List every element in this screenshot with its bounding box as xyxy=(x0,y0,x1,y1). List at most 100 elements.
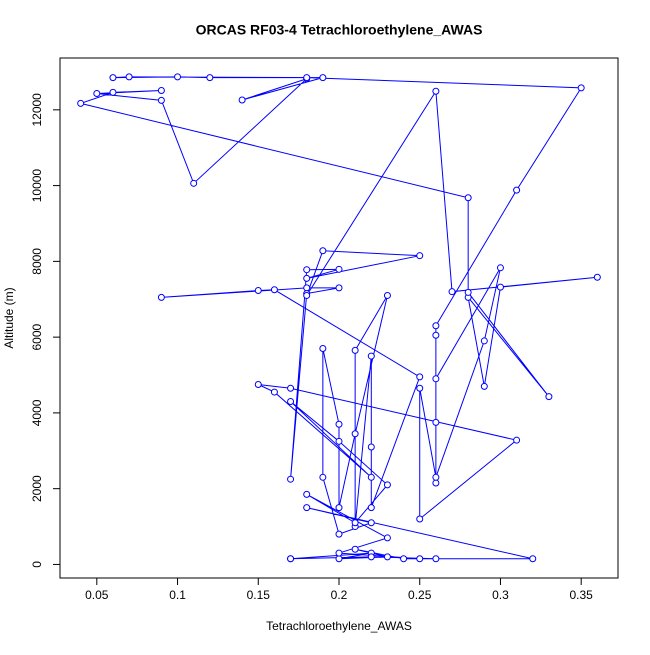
data-point xyxy=(125,73,133,81)
data-point xyxy=(416,373,424,381)
data-point xyxy=(383,534,391,542)
data-point xyxy=(416,515,424,523)
data-point xyxy=(335,530,343,538)
data-point xyxy=(319,74,327,82)
x-tick-label: 0.1 xyxy=(169,588,186,602)
data-point xyxy=(351,346,359,354)
x-tick-label: 0.05 xyxy=(85,588,109,602)
data-point xyxy=(303,284,311,292)
data-point xyxy=(303,490,311,498)
data-point xyxy=(270,388,278,396)
x-tick-label: 0.2 xyxy=(331,588,348,602)
data-point xyxy=(432,555,440,563)
data-point xyxy=(238,96,246,104)
data-point xyxy=(400,555,408,563)
data-point xyxy=(529,555,537,563)
data-point xyxy=(319,247,327,255)
data-point xyxy=(593,273,601,281)
data-point xyxy=(416,252,424,260)
x-tick-label: 0.25 xyxy=(408,588,432,602)
data-point xyxy=(432,322,440,330)
data-point xyxy=(319,473,327,481)
data-point xyxy=(157,87,165,95)
data-point xyxy=(367,443,375,451)
data-point xyxy=(254,287,262,295)
data-point xyxy=(432,479,440,487)
y-tick-label: 8000 xyxy=(30,248,44,275)
data-point xyxy=(464,288,472,296)
x-tick-label: 0.15 xyxy=(247,588,271,602)
data-point xyxy=(448,288,456,296)
data-point xyxy=(513,186,521,194)
y-tick-label: 4000 xyxy=(30,399,44,426)
data-point xyxy=(335,437,343,445)
data-point xyxy=(367,519,375,527)
data-point xyxy=(93,90,101,98)
data-point xyxy=(335,265,343,273)
data-point xyxy=(432,473,440,481)
data-point xyxy=(335,549,343,557)
data-point xyxy=(513,436,521,444)
data-point xyxy=(287,398,295,406)
y-tick-label: 12000 xyxy=(30,93,44,127)
y-tick-label: 0 xyxy=(30,561,44,568)
data-point xyxy=(335,504,343,512)
data-point xyxy=(157,96,165,104)
data-point xyxy=(367,553,375,561)
data-point xyxy=(416,555,424,563)
data-point xyxy=(432,418,440,426)
data-point xyxy=(287,555,295,563)
data-point xyxy=(432,87,440,95)
data-point xyxy=(303,504,311,512)
data-point xyxy=(109,88,117,96)
data-point xyxy=(351,519,359,527)
data-point xyxy=(577,84,585,92)
data-point xyxy=(367,504,375,512)
data-point xyxy=(303,266,311,274)
data-point xyxy=(464,194,472,202)
data-point xyxy=(270,286,278,294)
chart-title: ORCAS RF03-4 Tetrachloroethylene_AWAS xyxy=(196,22,483,38)
data-point xyxy=(351,430,359,438)
y-tick-label: 10000 xyxy=(30,169,44,203)
data-point xyxy=(77,99,85,107)
data-point xyxy=(351,545,359,553)
data-point xyxy=(287,475,295,483)
data-point xyxy=(303,291,311,299)
data-point xyxy=(383,481,391,489)
data-point xyxy=(109,74,117,82)
data-point xyxy=(383,553,391,561)
data-point xyxy=(335,555,343,563)
data-point xyxy=(287,384,295,392)
data-point xyxy=(496,283,504,291)
data-point xyxy=(303,74,311,82)
data-point xyxy=(335,420,343,428)
data-point xyxy=(335,284,343,292)
x-tick-label: 0.35 xyxy=(570,588,594,602)
data-point xyxy=(254,380,262,388)
data-point xyxy=(545,393,553,401)
data-point xyxy=(432,331,440,339)
data-point xyxy=(174,73,182,81)
data-point xyxy=(480,382,488,390)
data-point xyxy=(303,274,311,282)
data-point xyxy=(383,291,391,299)
data-line xyxy=(78,76,598,560)
y-axis-label: Altitude (m) xyxy=(2,287,16,348)
x-tick-label: 0.3 xyxy=(492,588,509,602)
data-point xyxy=(367,473,375,481)
data-point xyxy=(367,352,375,360)
x-axis-label: Tetrachloroethylene_AWAS xyxy=(266,619,412,633)
data-point xyxy=(416,384,424,392)
data-point xyxy=(206,74,214,82)
y-tick-label: 2000 xyxy=(30,475,44,502)
data-point xyxy=(319,344,327,352)
y-tick-label: 6000 xyxy=(30,323,44,350)
data-point xyxy=(480,337,488,345)
data-point xyxy=(190,179,198,187)
data-point xyxy=(496,264,504,272)
data-point xyxy=(432,375,440,383)
data-point xyxy=(157,293,165,301)
